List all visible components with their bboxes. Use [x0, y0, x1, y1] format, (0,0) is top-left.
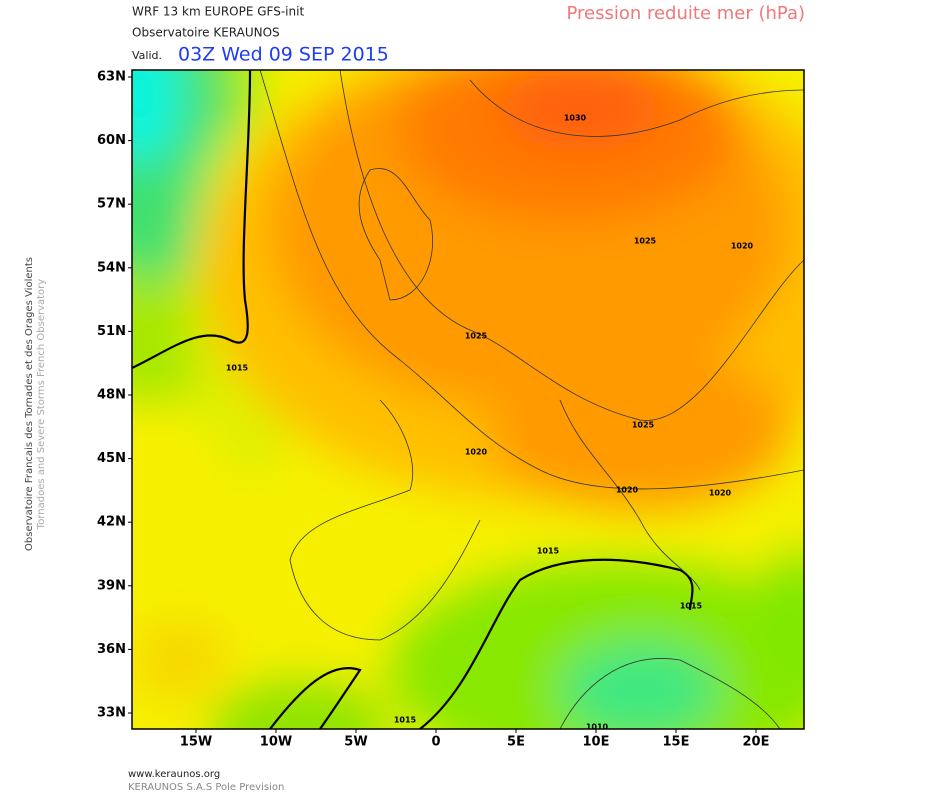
lat-label: 36N [97, 642, 126, 657]
contour-label: 1025 [634, 237, 657, 246]
source-label: Observatoire KERAUNOS [132, 26, 280, 40]
valid-time: 03Z Wed 09 SEP 2015 [178, 44, 389, 66]
contour-label: 1015 [394, 716, 417, 725]
parameter-title: Pression reduite mer (hPa) [566, 3, 805, 24]
lon-label: 5W [344, 735, 367, 750]
pressure-field [132, 70, 804, 729]
contour-label: 1020 [709, 489, 732, 498]
contour-label: 1020 [465, 448, 488, 457]
footer-company: KERAUNOS S.A.S Pole Prevision [128, 782, 284, 793]
contour-label: 1025 [465, 332, 488, 341]
contour-label: 1020 [616, 486, 639, 495]
valid-prefix: Valid. [132, 49, 162, 62]
lat-label: 63N [97, 70, 126, 85]
map-frame [131, 69, 805, 730]
contour-label: 1020 [731, 242, 754, 251]
side-text: Observatoire Francais des Tornades et de… [24, 257, 35, 551]
lon-label: 5E [507, 735, 525, 750]
lat-label: 60N [97, 133, 126, 148]
lat-label: 54N [97, 260, 126, 275]
lon-label: 10E [583, 735, 610, 750]
lon-label: 10W [260, 735, 292, 750]
lat-label: 51N [97, 324, 126, 339]
contour-label: 1015 [537, 547, 560, 556]
lat-label: 33N [97, 706, 126, 721]
lon-label: 20E [743, 735, 770, 750]
footer-url: www.keraunos.org [128, 769, 220, 780]
model-label: WRF 13 km EUROPE GFS-init [132, 5, 304, 19]
contour-label: 1015 [226, 364, 249, 373]
lat-label: 39N [97, 578, 126, 593]
lat-label: 45N [97, 451, 126, 466]
lat-label: 57N [97, 197, 126, 212]
lat-label: 42N [97, 515, 126, 530]
side-text: Tornadoes and Severe Storms French Obser… [36, 279, 47, 530]
contour-label: 1025 [632, 421, 655, 430]
contour-label: 1030 [564, 114, 587, 123]
lon-label: 15E [663, 735, 690, 750]
lat-label: 48N [97, 388, 126, 403]
lon-label: 15W [180, 735, 212, 750]
contour-label: 1015 [680, 602, 703, 611]
lon-label: 0 [431, 735, 440, 750]
contour-label: 1010 [586, 723, 609, 732]
